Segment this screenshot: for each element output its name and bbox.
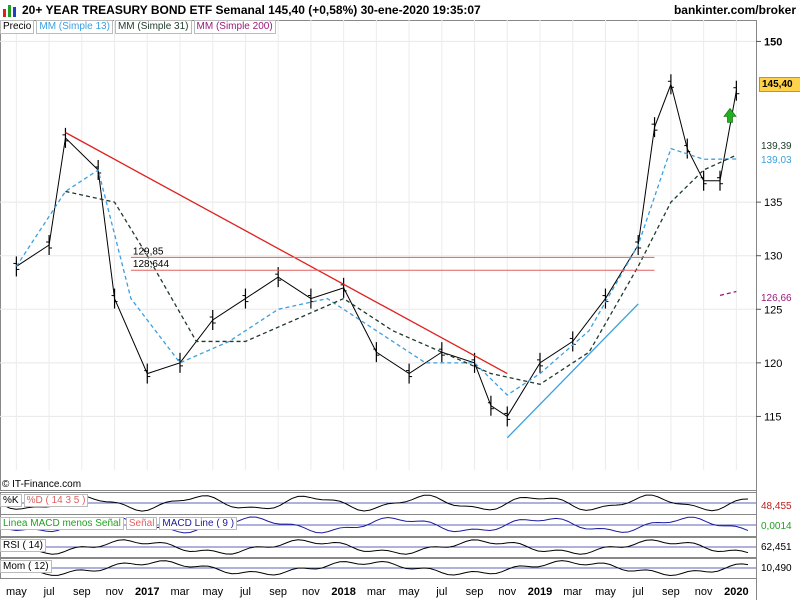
- rsi-panel: [0, 537, 757, 558]
- y-tick-label: 135: [764, 197, 782, 209]
- mm31-value: 139,39: [761, 141, 792, 152]
- level-label: 128,644: [133, 259, 170, 270]
- x-tick-label: may: [6, 586, 27, 598]
- x-tick-label: 2018: [331, 586, 355, 598]
- x-tick-label: jul: [43, 586, 55, 598]
- rsi-label: RSI ( 14): [0, 539, 47, 552]
- x-tick-label: sep: [662, 586, 680, 598]
- rsi-panel-line: [3, 539, 749, 555]
- last-price-box: 145,40: [759, 77, 800, 92]
- x-tick-label: 2017: [135, 586, 159, 598]
- legend-mm13[interactable]: MM (Simple 13): [36, 20, 113, 34]
- uptrend-line: [506, 303, 639, 439]
- mm200-value: 126,66: [761, 293, 792, 304]
- y-tick-label: 125: [764, 304, 782, 316]
- macd-legend: Linea MACD menos Señal Señal MACD Line (…: [0, 517, 239, 530]
- legend-mm200[interactable]: MM (Simple 200): [193, 20, 276, 34]
- rsi-value: 62,451: [761, 542, 792, 553]
- stoch-value: 48,455: [761, 501, 792, 512]
- x-tick-label: nov: [302, 586, 320, 598]
- x-tick-label: sep: [269, 586, 287, 598]
- x-tick-label: mar: [563, 586, 582, 598]
- mom-value: 10,490: [761, 563, 792, 574]
- x-tick-label: sep: [73, 586, 91, 598]
- stoch-legend: %K %D ( 14 3 5 ): [0, 494, 90, 507]
- legend: Precio MM (Simple 13) MM (Simple 31) MM …: [0, 20, 278, 34]
- macd-line-label: MACD Line ( 9 ): [159, 517, 238, 530]
- up-arrow-icon: [723, 107, 737, 123]
- x-tick-label: may: [202, 586, 223, 598]
- x-tick-label: mar: [171, 586, 190, 598]
- x-tick-label: may: [595, 586, 616, 598]
- macd-signal-label: Señal: [125, 517, 158, 530]
- x-tick-label: mar: [367, 586, 386, 598]
- y-tick-label: 130: [764, 251, 782, 263]
- macd-value: 0,0014: [761, 521, 792, 532]
- mm31-line: [65, 154, 737, 385]
- x-tick-label: jul: [239, 586, 251, 598]
- x-tick-label: nov: [106, 586, 124, 598]
- x-tick-label: 2019: [528, 586, 552, 598]
- x-tick-label: sep: [466, 586, 484, 598]
- mm200-line: [719, 290, 737, 296]
- x-tick-label: nov: [695, 586, 713, 598]
- stoch-d-label: %D ( 14 3 5 ): [23, 494, 89, 507]
- level-label: 129,85: [133, 246, 164, 257]
- copyright: © IT-Finance.com: [2, 479, 82, 490]
- x-tick-label: jul: [632, 586, 644, 598]
- mm13-value: 139,03: [761, 155, 792, 166]
- chart-header: 20+ YEAR TREASURY BOND ETF Semanal 145,4…: [0, 0, 800, 20]
- mom-panel-line: [3, 560, 749, 577]
- x-tick-label: nov: [498, 586, 516, 598]
- legend-price[interactable]: Precio: [0, 20, 35, 34]
- mm13-line: [15, 147, 737, 396]
- y-tick-label: 150: [764, 36, 782, 48]
- stoch-panel-line: [3, 494, 749, 512]
- x-tick-label: may: [399, 586, 420, 598]
- bar-chart-icon: [3, 5, 16, 17]
- macd-diff-label: Linea MACD menos Señal: [0, 517, 124, 530]
- brand-link[interactable]: bankinter.com/broker: [673, 3, 796, 17]
- x-tick-label: jul: [435, 586, 447, 598]
- chart-title: 20+ YEAR TREASURY BOND ETF Semanal 145,4…: [22, 3, 481, 17]
- stoch-k-label: %K: [0, 494, 22, 507]
- mom-legend: Mom ( 12): [0, 560, 54, 573]
- mom-label: Mom ( 12): [0, 560, 52, 573]
- y-tick-label: 115: [764, 411, 782, 423]
- x-tick-label: 2020: [724, 586, 748, 598]
- legend-mm31[interactable]: MM (Simple 31): [114, 20, 192, 34]
- price-line: [16, 82, 737, 418]
- downtrend-line: [65, 131, 508, 375]
- y-tick-label: 120: [764, 358, 782, 370]
- rsi-legend: RSI ( 14): [0, 539, 48, 552]
